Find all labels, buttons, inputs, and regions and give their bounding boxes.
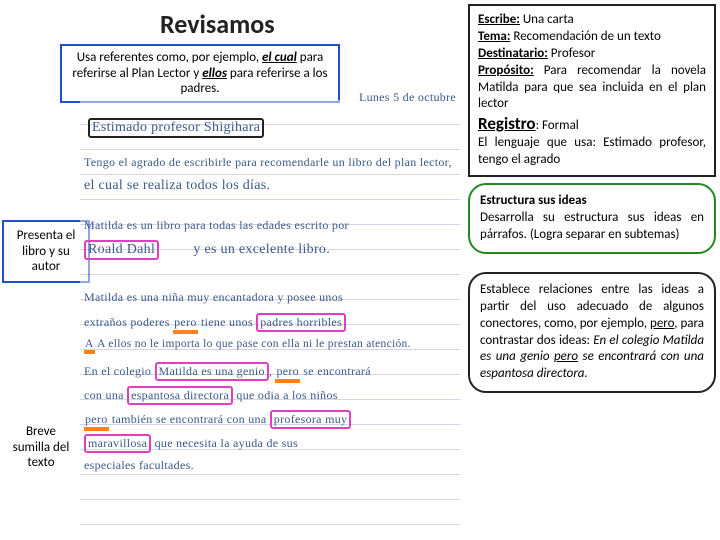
dest-label: Destinatario: (478, 46, 548, 61)
estructura-box: Estructura sus ideas Desarrolla su estru… (468, 183, 716, 254)
tema-val: Recomendación de un texto (510, 29, 660, 44)
referentes-ref2: ellos (202, 66, 227, 81)
lenguaje-text: El lenguaje que usa: Estimado profesor, … (478, 135, 706, 167)
page-title: Revisamos (160, 8, 275, 40)
tema-label: Tema: (478, 29, 510, 44)
referentes-box: Usa referentes como, por ejemplo, el cua… (60, 44, 340, 103)
hw-l3a: Matilda es un libro para todas las edade… (84, 218, 349, 233)
hw-l4-wrap: extraños poderes pero tiene unos padres … (84, 313, 346, 334)
hw-l5d: se encontrará (303, 364, 371, 378)
referentes-ref1: el cual (262, 50, 297, 65)
hw-l6c: profesora muy (270, 410, 352, 429)
rel-pero2: pero (554, 349, 578, 364)
hw-greeting: Estimado profesor Shigihara (88, 118, 264, 138)
hw-author: Roald Dahl (84, 240, 159, 260)
hw-l5a-wrap: A A ellos no le importa lo que pase con … (84, 338, 411, 354)
hw-l6b: también se encontrará con una (112, 412, 267, 426)
hw-l5f: espantosa directora (127, 386, 233, 405)
hw-l2b: el cual se realiza todos los días. (84, 178, 270, 194)
hw-l4c: tiene unos (201, 315, 253, 329)
presenta-box: Presenta el libro y su autor (2, 220, 90, 283)
hw-l6e: que necesita la ayuda de sus (155, 436, 298, 450)
prop-label: Propósito: (478, 63, 534, 78)
breve-box: Breve sumilla del texto (2, 420, 80, 475)
hw-date: Lunes 5 de octubre (359, 90, 456, 105)
handwriting-area: Lunes 5 de octubre Estimado profesor Shi… (80, 100, 460, 530)
hw-l5e: con una (84, 388, 124, 402)
hw-greeting-hl: Estimado profesor Shigihara (88, 118, 264, 138)
rel-pero1: pero (650, 316, 674, 331)
hw-l5b-wrap: En el colegio Matilda es una genio, pero… (84, 362, 371, 383)
hw-pero3: pero (84, 412, 109, 431)
hw-l5a: A ellos no le importa lo que pase con el… (97, 338, 411, 350)
hw-l3b-wrap: Roald Dahl y es un excelente libro. (84, 240, 330, 260)
registro-val: : Formal (536, 118, 579, 133)
hw-l6a-wrap: pero también se encontrará con una profe… (84, 410, 351, 431)
escribe-val1: Una carta (520, 12, 574, 27)
hw-l5g: que odia a los niños (236, 388, 337, 402)
hw-l5c: Matilda es una genio (155, 362, 269, 381)
relaciones-box: Establece relaciones entre las ideas a p… (468, 272, 716, 393)
referentes-text-1: Usa referentes como, por ejemplo, (77, 50, 262, 65)
hw-l5b: En el colegio (84, 364, 151, 378)
registro-label: Registro (478, 113, 536, 134)
escribe-box: Escribe: Una carta Tema: Recomendación d… (468, 4, 716, 177)
hw-pero2: pero (275, 364, 300, 383)
hw-l3c: y es un excelente libro. (193, 242, 330, 257)
right-column: Escribe: Una carta Tema: Recomendación d… (468, 4, 716, 393)
hw-l6f: especiales facultades. (84, 458, 194, 473)
estructura-body: Desarrolla su estructura sus ideas en pá… (480, 210, 704, 242)
escribe-label: Escribe: (478, 12, 520, 27)
estructura-title: Estructura sus ideas (480, 193, 587, 208)
hw-l6d-wrap: maravillosa que necesita la ayuda de sus (84, 434, 298, 453)
hw-l4b: extraños poderes (84, 315, 170, 329)
hw-l5e-wrap: con una espantosa directora que odia a l… (84, 386, 338, 405)
hw-l6d: maravillosa (84, 434, 151, 453)
hw-l2a: Tengo el agrado de escribirle para recom… (84, 155, 452, 170)
dest-val: Profesor (548, 46, 595, 61)
hw-l4a: Matilda es una niña muy encantadora y po… (84, 290, 343, 305)
hw-l4d: padres horribles (256, 313, 346, 332)
hw-l5a-hl: A (84, 338, 95, 354)
hw-pero1: pero (173, 315, 198, 334)
